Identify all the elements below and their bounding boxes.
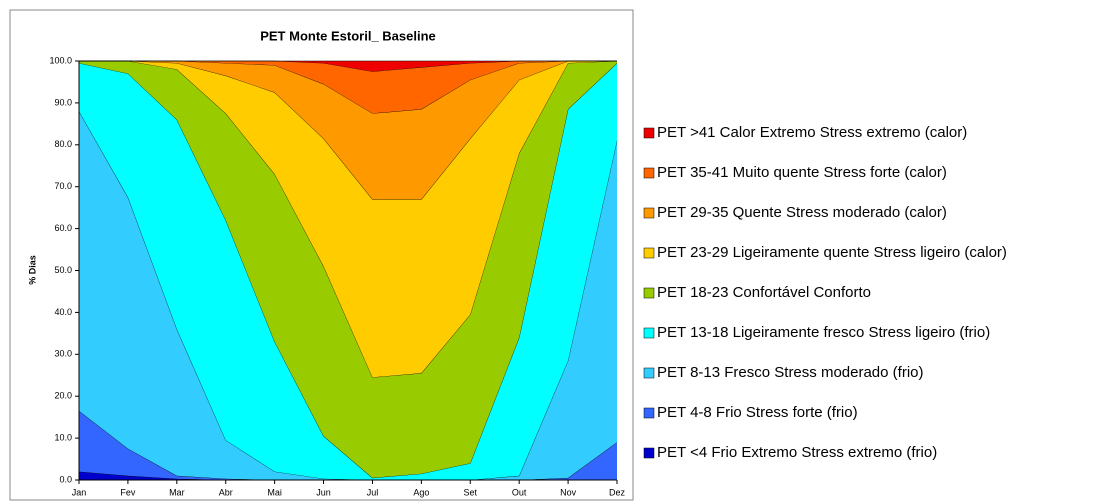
area [79, 61, 617, 72]
legend-swatch [643, 447, 655, 459]
legend-swatch [643, 207, 655, 219]
area [79, 471, 617, 480]
y-tick-label: 20.0 [54, 391, 72, 401]
legend-swatch [643, 127, 655, 139]
y-tick-label: 40.0 [54, 307, 72, 317]
legend-swatch [643, 287, 655, 299]
area [79, 61, 617, 114]
x-tick-label: Jun [316, 487, 331, 497]
area [79, 63, 617, 480]
area [79, 410, 617, 480]
legend-label: PET 23-29 Ligeiramente quente Stress lig… [657, 244, 1007, 261]
legend-label: PET 29-35 Quente Stress moderado (calor) [657, 204, 947, 221]
x-tick-label: Jan [72, 487, 87, 497]
y-tick-label: 50.0 [54, 265, 72, 275]
area [79, 61, 617, 478]
x-tick-label: Mai [267, 487, 282, 497]
y-tick-label: 70.0 [54, 181, 72, 191]
legend-swatch [643, 367, 655, 379]
legend-swatch [643, 407, 655, 419]
x-tick-label: Ago [413, 487, 429, 497]
legend-label: PET 8-13 Fresco Stress moderado (frio) [657, 364, 923, 381]
legend-swatch [643, 167, 655, 179]
x-tick-label: Jul [367, 487, 379, 497]
y-tick-label: 90.0 [54, 97, 72, 107]
chart-title: PET Monte Estoril_ Baseline [260, 28, 436, 43]
y-tick-label: 10.0 [54, 432, 72, 442]
x-tick-label: Abr [219, 487, 233, 497]
y-tick-label: 30.0 [54, 349, 72, 359]
legend-label: PET 35-41 Muito quente Stress forte (cal… [657, 164, 947, 181]
y-tick-label: 100.0 [49, 55, 72, 65]
x-tick-label: Mar [169, 487, 185, 497]
legend-label: PET 18-23 Confortável Conforto [657, 284, 871, 301]
legend-label: PET <4 Frio Extremo Stress extremo (frio… [657, 444, 937, 461]
legend-swatch [643, 327, 655, 339]
y-tick-label: 80.0 [54, 139, 72, 149]
area [79, 61, 617, 200]
legend-swatch [643, 247, 655, 259]
x-tick-label: Dez [609, 487, 626, 497]
area [79, 111, 617, 480]
y-axis-label: % Dias [27, 255, 37, 285]
x-tick-label: Set [464, 487, 478, 497]
x-tick-label: Out [512, 487, 527, 497]
y-tick-label: 0.0 [59, 474, 72, 484]
y-tick-label: 60.0 [54, 223, 72, 233]
legend-label: PET 13-18 Ligeiramente fresco Stress lig… [657, 324, 990, 341]
legend-label: PET 4-8 Frio Stress forte (frio) [657, 404, 858, 421]
x-tick-label: Fev [120, 487, 136, 497]
x-tick-label: Nov [560, 487, 577, 497]
legend-label: PET >41 Calor Extremo Stress extremo (ca… [657, 124, 967, 141]
area [79, 61, 617, 378]
